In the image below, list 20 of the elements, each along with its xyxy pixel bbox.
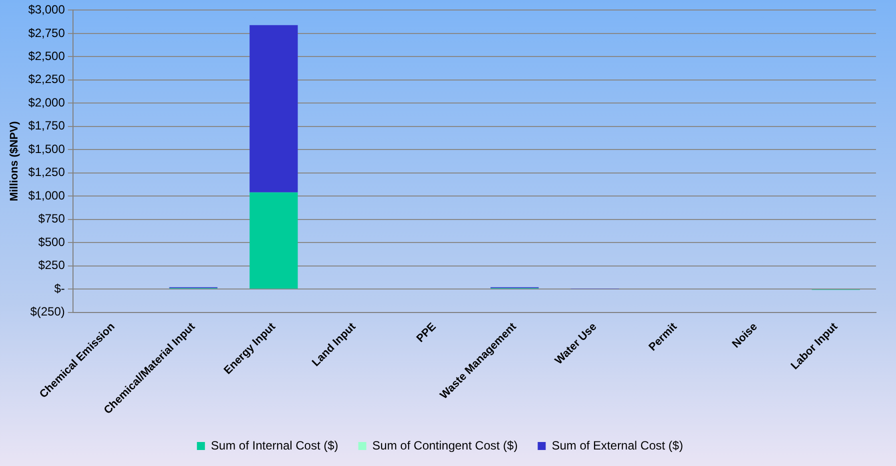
y-tick-label: $2,500 <box>28 49 66 63</box>
y-tick-label: $250 <box>38 258 66 272</box>
bar <box>250 25 298 192</box>
y-tick-label: $3,000 <box>28 2 66 17</box>
y-axis-title: Millions ($NPV) <box>8 120 21 202</box>
legend-label: Sum of External Cost ($) <box>552 438 684 452</box>
y-tick-label: $2,250 <box>28 72 66 86</box>
y-tick-label: $750 <box>38 212 66 226</box>
y-tick-label: $1,500 <box>28 142 66 156</box>
y-tick-label: $500 <box>38 234 66 249</box>
y-tick-label: $2,750 <box>28 26 66 40</box>
y-tick-label: $(250) <box>30 304 65 319</box>
y-tick-label: $- <box>54 281 65 296</box>
y-tick-label: $1,250 <box>28 165 66 180</box>
y-tick-label: $2,000 <box>28 95 66 110</box>
y-tick-label: $1,750 <box>28 118 66 133</box>
legend-label: Sum of Contingent Cost ($) <box>372 438 518 452</box>
y-tick-label: $1,000 <box>28 188 66 202</box>
legend-label: Sum of Internal Cost ($) <box>210 438 338 452</box>
bar <box>250 192 298 289</box>
